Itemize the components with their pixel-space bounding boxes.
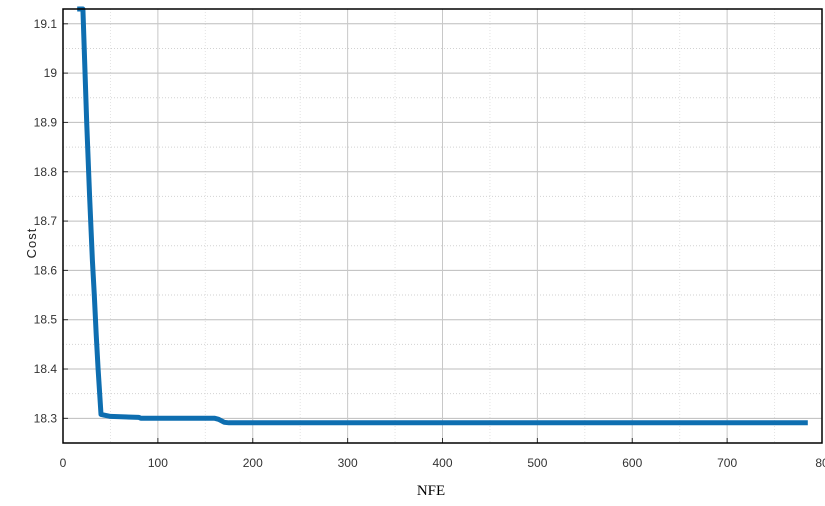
- x-axis-ticks: 0 100 200 300 400 500 600 700 80: [60, 438, 825, 470]
- series-group: [77, 6, 808, 426]
- y-tick-label: 18.3: [34, 411, 58, 425]
- y-tick-label: 18.7: [34, 214, 58, 228]
- x-tick-label: 0: [60, 456, 67, 470]
- y-tick-label: 18.4: [34, 362, 58, 376]
- x-axis-title: NFE: [417, 483, 445, 499]
- x-tick-label: 400: [432, 456, 452, 470]
- x-tick-label: 100: [148, 456, 168, 470]
- x-tick-label: 500: [527, 456, 547, 470]
- plot-frame: [62, 8, 823, 444]
- grid: [63, 9, 822, 443]
- y-axis-ticks: 18.3 18.4 18.5 18.6 18.7 18.8 18.9 19 19.1: [34, 17, 68, 425]
- x-tick-label: 200: [243, 456, 263, 470]
- y-tick-label: 19: [44, 66, 58, 80]
- x-tick-label: 80: [815, 456, 825, 470]
- y-tick-label: 18.8: [34, 165, 58, 179]
- y-axis-title: Cost: [24, 228, 39, 259]
- series-line: [77, 6, 808, 426]
- x-tick-label: 700: [717, 456, 737, 470]
- x-tick-label: 300: [338, 456, 358, 470]
- y-tick-label: 19.1: [34, 17, 58, 31]
- x-tick-label: 600: [622, 456, 642, 470]
- y-tick-label: 18.6: [34, 263, 58, 277]
- y-tick-label: 18.9: [34, 115, 58, 129]
- y-tick-label: 18.5: [34, 313, 58, 327]
